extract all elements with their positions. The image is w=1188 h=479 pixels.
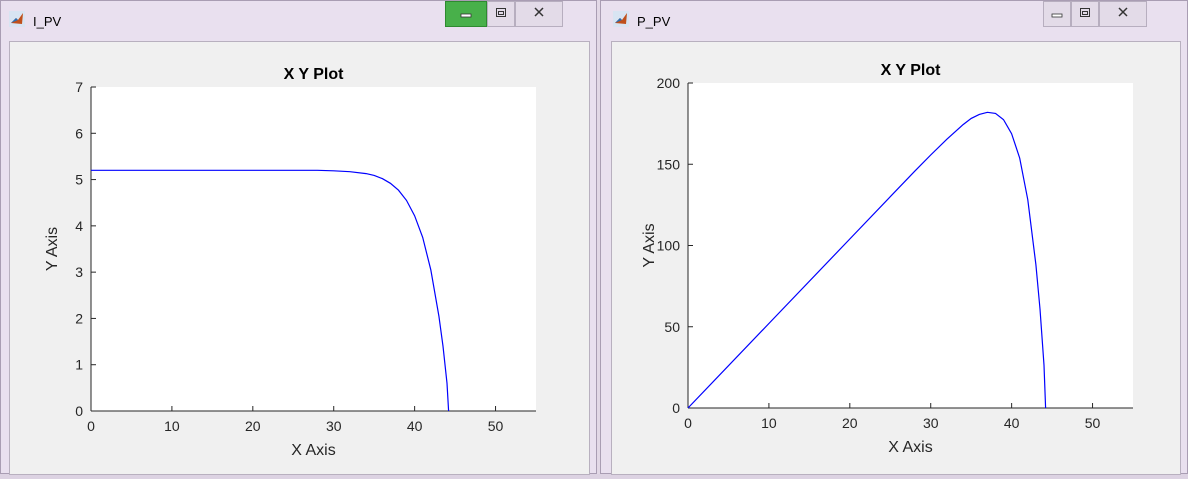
x-tick-label: 0 [87,418,95,434]
minimize-icon [1051,5,1063,23]
y-tick-label: 0 [75,403,83,419]
chart-title: X Y Plot [881,62,942,79]
close-button[interactable] [1099,1,1147,27]
y-tick-label: 3 [75,264,83,280]
series-line [91,169,450,412]
figure-area: X Y Plot 0 10 20 30 40 50 0 50 100 150 200 X Axis Y A… [611,41,1181,475]
title-bar[interactable]: P_PV [601,1,1187,41]
x-tick-label: 20 [842,415,858,431]
y-tick-label: 0 [672,400,680,416]
maximize-button[interactable] [487,1,515,27]
y-tick-label: 200 [657,75,681,91]
minimize-button[interactable] [1043,1,1071,27]
x-axis-label: X Axis [888,439,932,456]
xy-plot: X Y Plot 0 10 20 30 40 50 0 50 100 150 200 X Axis Y A… [641,62,1133,456]
window-p-pv[interactable]: P_PV X Y Plot 0 10 20 30 40 50 0 50 100 150 200 X Ax… [600,0,1188,475]
xy-plot: X Y Plot 0 10 20 30 40 50 0 1 2 3 4 5 6 7 X Axis Y Axis [44,66,536,459]
window-i-pv[interactable]: I_PV X Y Plot 0 10 20 30 40 50 0 1 2 3 4 5 6 7 X Axis Y … [0,0,597,475]
maximize-icon [495,5,507,23]
y-tick-label: 50 [664,319,680,335]
x-tick-label: 40 [407,418,423,434]
window-title: P_PV [637,14,671,29]
title-bar[interactable]: I_PV [1,1,596,41]
x-tick-label: 50 [488,418,504,434]
x-tick-label: 50 [1085,415,1101,431]
close-icon [533,5,545,23]
x-tick-label: 0 [684,415,692,431]
x-tick-label: 30 [923,415,939,431]
close-icon [1117,5,1129,23]
close-button[interactable] [515,1,563,27]
maximize-icon [1079,5,1091,23]
y-tick-label: 150 [657,156,681,172]
matlab-icon [613,11,629,27]
series-line [687,111,1047,409]
axes-background [91,87,536,411]
y-tick-label: 1 [75,357,83,373]
minimize-icon [460,5,472,23]
chart-title: X Y Plot [284,66,345,83]
axes-background [688,83,1133,408]
y-tick-label: 100 [657,238,681,254]
x-tick-label: 10 [164,418,180,434]
y-axis-label: Y Axis [44,227,61,271]
x-tick-label: 40 [1004,415,1020,431]
y-tick-label: 6 [75,125,83,141]
y-axis-label: Y Axis [641,223,658,267]
x-axis-label: X Axis [291,442,335,459]
matlab-icon [9,11,25,27]
x-tick-label: 20 [245,418,261,434]
y-tick-label: 5 [75,172,83,188]
y-tick-label: 4 [75,218,83,234]
x-tick-label: 30 [326,418,342,434]
minimize-button[interactable] [445,1,487,27]
x-tick-label: 10 [761,415,777,431]
window-title: I_PV [33,14,62,29]
figure-area: X Y Plot 0 10 20 30 40 50 0 1 2 3 4 5 6 7 X Axis Y Axis [9,41,590,475]
y-tick-label: 2 [75,310,83,326]
maximize-button[interactable] [1071,1,1099,27]
y-tick-label: 7 [75,79,83,95]
